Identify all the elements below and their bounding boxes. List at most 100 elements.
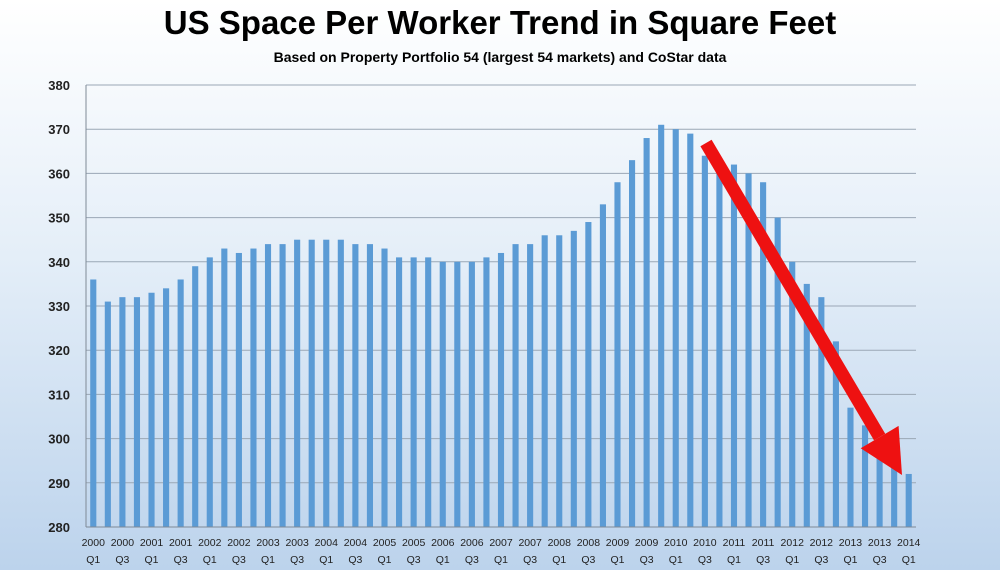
bar: [585, 222, 592, 527]
x-tick-quarter: Q1: [86, 554, 100, 566]
bar: [206, 257, 213, 527]
bar: [163, 288, 170, 527]
x-axis: 2000 Q1 2000 Q3 2001 Q1 2001 Q3 2002 Q1 2002 Q3 2003…: [82, 526, 921, 566]
x-tick-quarter: Q1: [436, 554, 450, 566]
x-tick-year: 2010: [693, 537, 717, 549]
bar: [468, 261, 475, 527]
y-tick-label: 380: [48, 78, 70, 93]
bar: [352, 244, 359, 527]
x-tick-quarter: Q3: [814, 554, 828, 566]
bar: [177, 279, 184, 527]
x-tick-quarter: Q1: [203, 554, 217, 566]
x-tick-quarter: Q1: [494, 554, 508, 566]
x-tick-quarter: Q3: [115, 554, 129, 566]
bar: [337, 239, 344, 527]
x-tick-quarter: Q1: [843, 554, 857, 566]
bar: [672, 129, 679, 527]
bar: [439, 261, 446, 527]
bar: [308, 239, 315, 527]
bar: [614, 182, 621, 528]
x-tick-quarter: Q3: [232, 554, 246, 566]
bar: [527, 244, 534, 527]
x-tick-year: 2007: [518, 537, 542, 549]
x-tick-year: 2011: [752, 537, 775, 549]
x-tick-year: 2003: [256, 537, 280, 549]
x-tick-quarter: Q3: [698, 554, 712, 566]
bar: [556, 235, 563, 527]
bar: [861, 425, 869, 527]
bar: [381, 248, 388, 528]
bar: [818, 297, 825, 527]
bar: [905, 473, 912, 527]
y-tick-label: 300: [48, 432, 70, 447]
x-tick-quarter: Q3: [465, 554, 479, 566]
x-tick-year: 2007: [489, 537, 513, 549]
x-tick-year: 2002: [227, 537, 251, 549]
bar: [832, 341, 839, 527]
bar: [235, 252, 242, 527]
y-tick-label: 360: [48, 166, 70, 181]
bar: [425, 257, 432, 527]
bar: [454, 261, 461, 527]
bar: [599, 204, 606, 527]
bar: [221, 248, 228, 528]
bar: [643, 138, 650, 528]
bar: [294, 239, 301, 527]
bars: [90, 124, 912, 528]
x-tick-year: 2006: [431, 537, 455, 549]
x-tick-quarter: Q1: [785, 554, 799, 566]
x-tick-year: 2001: [140, 537, 164, 549]
x-tick-quarter: Q1: [727, 554, 741, 566]
x-tick-quarter: Q3: [756, 554, 770, 566]
y-tick-label: 320: [48, 343, 70, 358]
bar: [90, 279, 97, 527]
y-tick-label: 350: [48, 211, 70, 226]
x-tick-year: 2013: [868, 537, 892, 549]
x-tick-quarter: Q1: [145, 554, 159, 566]
bar: [730, 164, 738, 527]
bar: [133, 297, 141, 527]
y-tick-label: 290: [48, 476, 70, 491]
y-tick-label: 370: [48, 122, 70, 137]
x-tick-quarter: Q3: [290, 554, 304, 566]
x-tick-quarter: Q3: [640, 554, 654, 566]
x-tick-quarter: Q1: [669, 554, 683, 566]
bar: [847, 407, 854, 527]
x-tick-quarter: Q1: [552, 554, 566, 566]
y-tick-label: 340: [48, 255, 70, 270]
bar: [323, 239, 330, 527]
x-tick-year: 2000: [111, 537, 135, 549]
bar: [745, 173, 752, 527]
x-tick-quarter: Q1: [378, 554, 392, 566]
x-tick-year: 2005: [402, 537, 426, 549]
x-tick-year: 2012: [810, 537, 834, 549]
bar: [701, 155, 708, 527]
bar: [279, 244, 286, 527]
x-tick-year: 2004: [315, 537, 339, 549]
trend-arrow: [700, 139, 902, 475]
bar: [570, 230, 577, 528]
x-tick-year: 2006: [460, 537, 484, 549]
y-tick-label: 280: [48, 520, 70, 535]
x-tick-quarter: Q3: [581, 554, 595, 566]
bar: [541, 235, 548, 527]
arrow-head: [860, 425, 902, 475]
bar: [264, 244, 272, 527]
x-tick-quarter: Q1: [261, 554, 275, 566]
x-tick-year: 2011: [723, 537, 746, 549]
x-tick-quarter: Q1: [319, 554, 333, 566]
x-tick-quarter: Q3: [407, 554, 421, 566]
x-tick-quarter: Q1: [902, 554, 916, 566]
bar: [410, 257, 417, 527]
x-tick-year: 2008: [548, 537, 572, 549]
bar: [891, 460, 898, 527]
bar: [497, 252, 505, 527]
bar: [760, 182, 767, 528]
x-tick-year: 2004: [344, 537, 368, 549]
bar: [148, 292, 155, 527]
bar: [192, 266, 199, 527]
chart-subtitle: Based on Property Portfolio 54 (largest …: [273, 49, 727, 65]
x-tick-year: 2009: [606, 537, 630, 549]
x-tick-quarter: Q1: [610, 554, 624, 566]
